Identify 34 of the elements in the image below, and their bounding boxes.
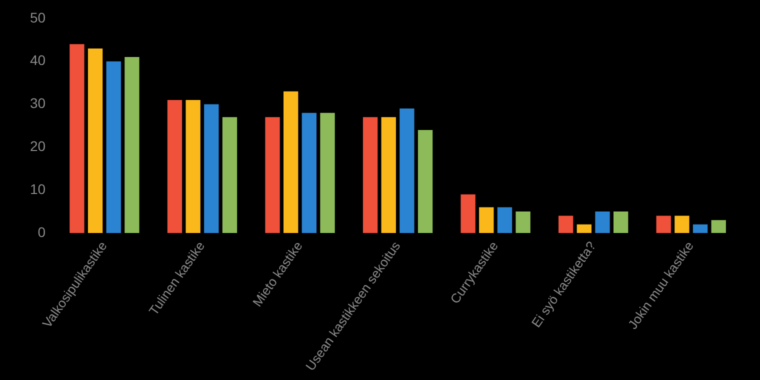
bar (497, 207, 512, 233)
bar (167, 100, 182, 233)
bar (381, 117, 396, 233)
bar (88, 48, 103, 233)
bar (284, 91, 298, 233)
bar (711, 220, 726, 233)
y-tick-label: 40 (30, 52, 46, 68)
y-tick-label: 50 (30, 9, 46, 26)
bar (265, 117, 280, 233)
bar (302, 112, 317, 233)
y-tick-label: 0 (38, 224, 46, 240)
bar (70, 44, 84, 233)
bar (674, 216, 690, 233)
bar (656, 216, 671, 233)
bar (106, 61, 121, 233)
y-tick-label: 20 (30, 138, 46, 154)
bar (460, 194, 476, 233)
bar (418, 130, 433, 233)
bar (576, 224, 592, 233)
bar (204, 104, 219, 233)
bar (479, 207, 494, 233)
bar (595, 212, 610, 233)
bar (558, 216, 574, 233)
bar (692, 224, 708, 233)
bar (320, 112, 335, 233)
bar (124, 57, 140, 233)
bar (186, 100, 200, 233)
bar (222, 117, 238, 233)
bar (362, 117, 378, 233)
bar (400, 108, 414, 233)
y-tick-label: 10 (30, 180, 46, 197)
bar (614, 212, 628, 233)
bar (516, 212, 530, 233)
y-tick-label: 30 (30, 95, 46, 112)
